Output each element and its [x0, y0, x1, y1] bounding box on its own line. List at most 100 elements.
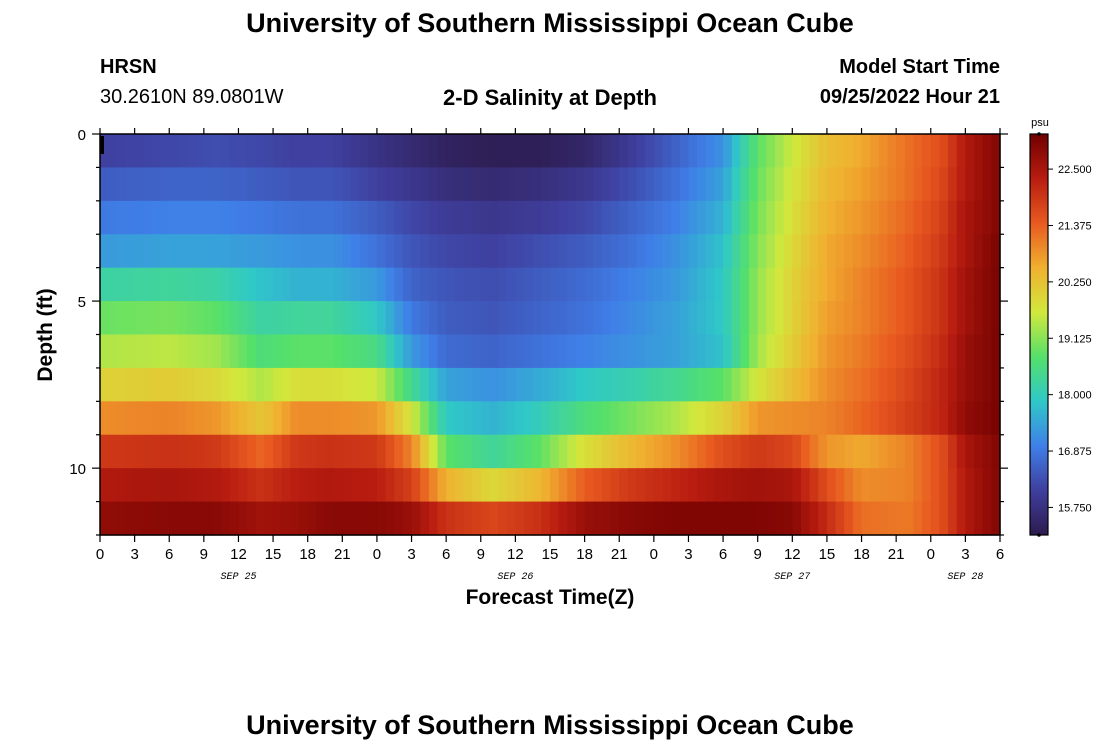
heatmap-cell	[852, 134, 863, 169]
heatmap-cell	[169, 301, 179, 336]
heatmap-cell	[134, 167, 144, 202]
heatmap-cell	[558, 267, 568, 302]
heatmap-cell	[870, 167, 880, 202]
heatmap-cell	[826, 367, 837, 402]
heatmap-cell	[203, 334, 214, 369]
heatmap-cell	[316, 434, 326, 469]
heatmap-cell	[697, 501, 707, 536]
heatmap-cell	[878, 200, 889, 235]
heatmap-cell	[809, 434, 819, 469]
heatmap-cell	[904, 468, 915, 503]
heatmap-cell	[913, 200, 923, 235]
heatmap-cell	[878, 234, 889, 269]
heatmap-cell	[402, 367, 413, 402]
heatmap-cell	[350, 267, 361, 302]
heatmap-cell	[325, 134, 335, 169]
heatmap-cell	[636, 167, 646, 202]
heatmap-cell	[394, 301, 404, 336]
heatmap-cell	[948, 301, 958, 336]
heatmap-cell	[100, 234, 110, 269]
heatmap-cell	[376, 334, 387, 369]
heatmap-cell	[472, 367, 482, 402]
heatmap-cell	[766, 267, 776, 302]
heatmap-cell	[376, 167, 387, 202]
heatmap-cell	[446, 267, 456, 302]
heatmap-cell	[757, 134, 767, 169]
heatmap-cell	[203, 234, 214, 269]
heatmap-cell	[688, 167, 698, 202]
heatmap-cell	[350, 501, 361, 536]
heatmap-cell	[342, 434, 352, 469]
heatmap-cell	[169, 401, 179, 436]
heatmap-cell	[948, 334, 958, 369]
heatmap-cell	[939, 200, 949, 235]
heatmap-cell	[325, 200, 335, 235]
heatmap-cell	[800, 468, 811, 503]
heatmap-cell	[506, 501, 516, 536]
heatmap-cell	[584, 134, 594, 169]
heatmap-cell	[766, 468, 776, 503]
heatmap-cell	[541, 434, 551, 469]
heatmap-cell	[454, 267, 465, 302]
heatmap-cell	[783, 468, 793, 503]
heatmap-cell	[247, 267, 257, 302]
heatmap-cell	[108, 267, 118, 302]
heatmap-cell	[281, 234, 291, 269]
heatmap-cell	[809, 167, 819, 202]
heatmap-cell	[956, 134, 966, 169]
heatmap-cell	[108, 301, 118, 336]
heatmap-cell	[255, 200, 266, 235]
heatmap-cell	[671, 401, 681, 436]
heatmap-cell	[896, 167, 906, 202]
heatmap-cell	[558, 468, 568, 503]
heatmap-cell	[610, 167, 620, 202]
heatmap-cell	[143, 134, 153, 169]
heatmap-cell	[273, 434, 283, 469]
heatmap-cell	[800, 367, 811, 402]
heatmap-cell	[437, 134, 447, 169]
x-tick-label: 3	[407, 546, 415, 563]
heatmap-cell	[428, 434, 439, 469]
heatmap-cell	[212, 301, 222, 336]
heatmap-cell	[783, 334, 793, 369]
heatmap-cell	[913, 167, 923, 202]
heatmap-cell	[956, 334, 966, 369]
heatmap-cell	[645, 434, 655, 469]
heatmap-cell	[852, 167, 863, 202]
heatmap-cell	[749, 301, 759, 336]
heatmap-cell	[757, 367, 767, 402]
heatmap-cell	[342, 167, 352, 202]
colorbar-end-dot	[1037, 533, 1041, 537]
heatmap-cell	[454, 501, 465, 536]
heatmap-cell	[645, 267, 655, 302]
heatmap-cell	[125, 200, 136, 235]
heatmap-cell	[368, 167, 378, 202]
heatmap-cell	[775, 267, 785, 302]
heatmap-cell	[428, 167, 439, 202]
heatmap-cell	[290, 367, 300, 402]
heatmap-cell	[117, 468, 127, 503]
heatmap-cell	[463, 134, 473, 169]
heatmap-cell	[394, 401, 404, 436]
heatmap-cell	[100, 134, 110, 169]
heatmap-cell	[852, 200, 863, 235]
heatmap-cell	[134, 367, 144, 402]
heatmap-cell	[160, 468, 170, 503]
heatmap-cell	[524, 401, 534, 436]
heatmap-cell	[922, 367, 932, 402]
heatmap-cell	[238, 301, 248, 336]
heatmap-cell	[480, 301, 491, 336]
heatmap-cell	[792, 334, 802, 369]
heatmap-cell	[394, 267, 404, 302]
x-tick-label: 6	[719, 546, 727, 563]
heatmap-cell	[619, 468, 629, 503]
heatmap-cell	[290, 267, 300, 302]
heatmap-cell	[177, 501, 188, 536]
heatmap-cell	[498, 200, 508, 235]
heatmap-cell	[749, 501, 759, 536]
heatmap-cell	[385, 200, 395, 235]
heatmap-cell	[281, 501, 291, 536]
heatmap-cell	[601, 301, 612, 336]
heatmap-cell	[705, 501, 716, 536]
heatmap-cell	[532, 234, 542, 269]
